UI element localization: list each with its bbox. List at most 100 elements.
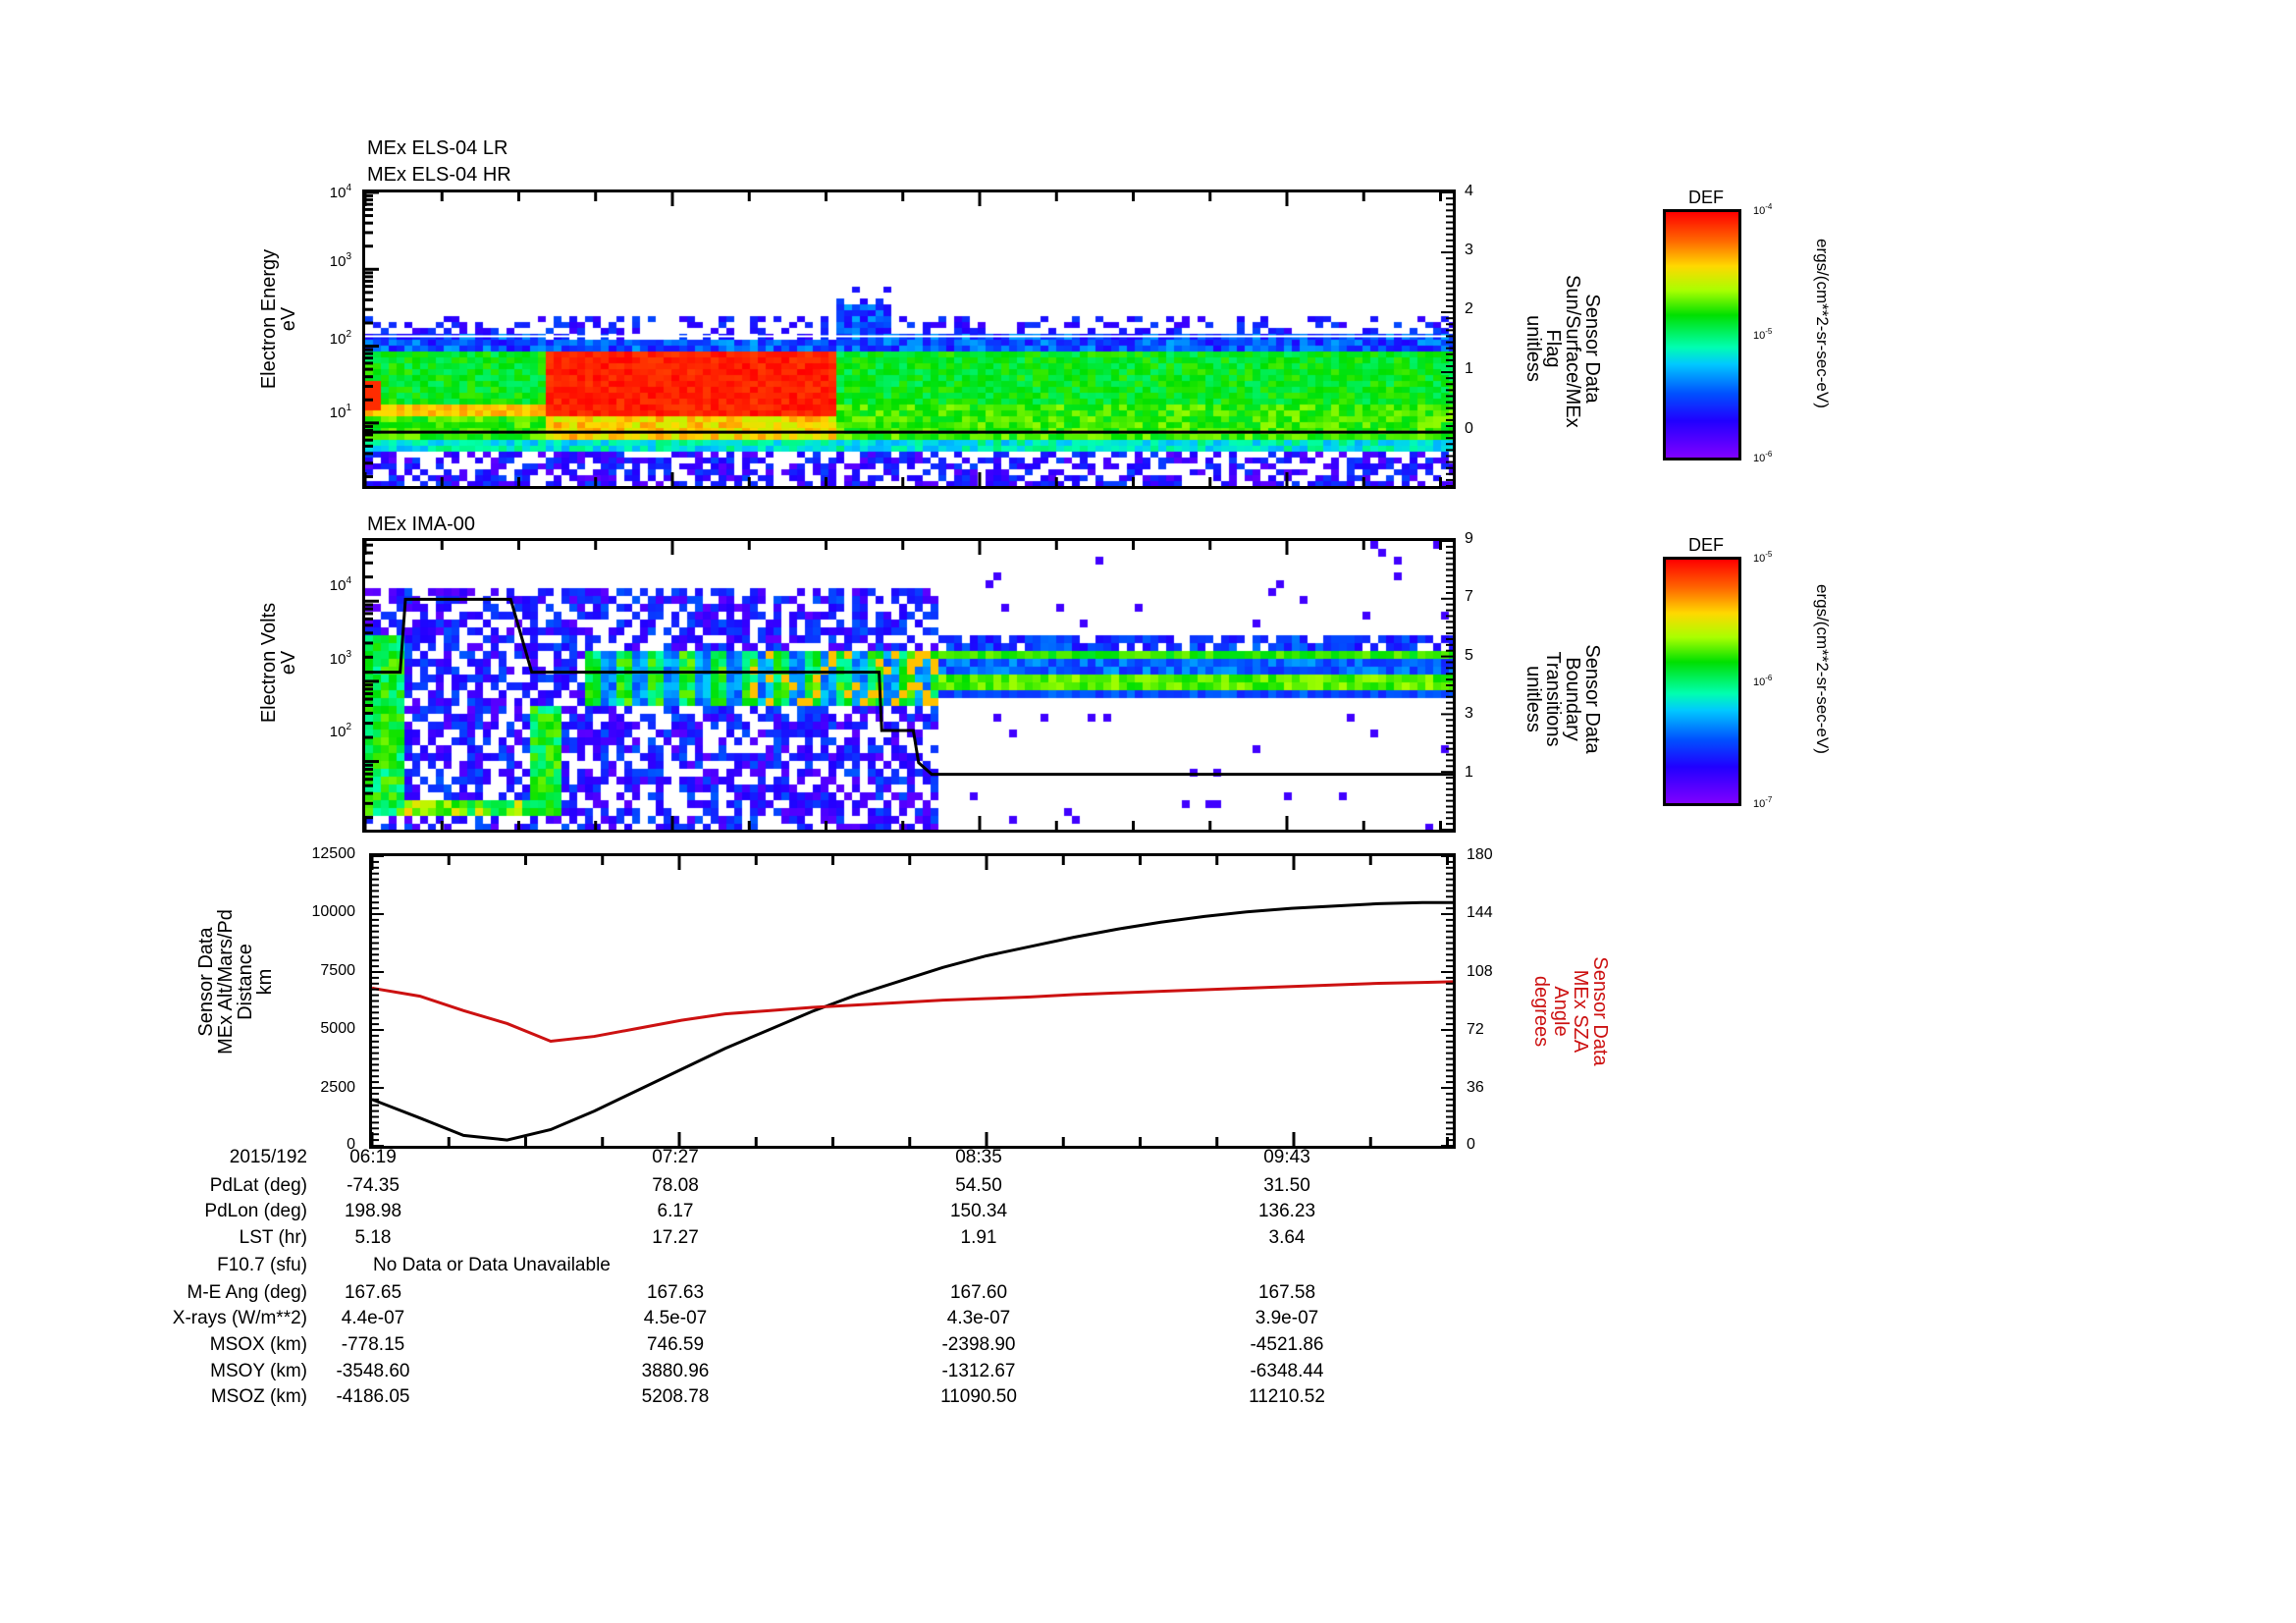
els-axis-ticks — [365, 192, 1453, 486]
table-cell: -778.15 — [341, 1334, 405, 1355]
els-spectrogram-plot — [362, 189, 1456, 489]
table-row-label: X-rays (W/m**2) — [172, 1308, 307, 1328]
els-y-axis-label: Electron Energy eV — [258, 248, 299, 390]
ima-y-axis-label: Electron Volts eV — [258, 602, 299, 724]
panel1-title-line2: MEx ELS-04 HR — [367, 164, 511, 186]
ima-spectrogram-canvas — [365, 541, 1453, 830]
colorbar2-top-tick: 10-5 — [1753, 550, 1773, 565]
colorbar1-mid-tick: 10-5 — [1753, 327, 1773, 342]
table-cell: -2398.90 — [941, 1334, 1016, 1355]
table-cell: 4.3e-07 — [946, 1308, 1011, 1328]
table-cell: 167.63 — [646, 1282, 705, 1303]
colorbar1-top-tick: 10-4 — [1753, 202, 1773, 217]
colorbar1-gradient — [1663, 209, 1741, 460]
altitude-sza-lines — [372, 856, 1453, 1146]
els-rtick-4: 4 — [1465, 183, 1473, 199]
panel1-title-line1: MEx ELS-04 LR — [367, 137, 508, 159]
table-date-label: 2015/192 — [229, 1147, 307, 1167]
table-cell: -3548.60 — [336, 1361, 410, 1381]
table-cell: 4.4e-07 — [341, 1308, 405, 1328]
altitude-sza-line-plot — [369, 853, 1456, 1149]
table-cell: 11210.52 — [1249, 1386, 1325, 1407]
table-row-label: LST (hr) — [239, 1227, 307, 1248]
els-rtick-1: 1 — [1465, 360, 1473, 377]
colorbar2-bottom-tick: 10-7 — [1753, 795, 1773, 810]
table-cell: 54.50 — [955, 1175, 1002, 1196]
alt-ytick-10000: 10000 — [311, 903, 356, 920]
table-cell: 167.58 — [1257, 1282, 1316, 1303]
colorbar2-units: ergs/(cm**2-sr-sec-eV) — [1813, 584, 1832, 754]
table-cell: 167.65 — [344, 1282, 402, 1303]
alt-ytick-7500: 7500 — [320, 962, 355, 979]
sza-rtick-72: 72 — [1467, 1021, 1484, 1038]
ima-rtick-3: 3 — [1465, 705, 1473, 722]
els-right-axis-label: Sensor Data Sun/Surface/MEx Flag unitles… — [1522, 275, 1603, 428]
table-cell: -4186.05 — [336, 1386, 410, 1407]
table-cell-unavailable: No Data or Data Unavailable — [373, 1255, 611, 1275]
table-cell: 3.9e-07 — [1255, 1308, 1319, 1328]
table-cell: 150.34 — [949, 1201, 1008, 1221]
table-cell: 17.27 — [652, 1227, 699, 1248]
els-ytick-1e1: 101 — [329, 403, 351, 421]
table-cell: -4521.86 — [1250, 1334, 1324, 1355]
table-cell: 136.23 — [1257, 1201, 1316, 1221]
alt-ytick-0: 0 — [347, 1136, 355, 1153]
table-row-label: MSOY (km) — [210, 1361, 307, 1381]
table-row-label: PdLat (deg) — [209, 1175, 307, 1196]
table-cell: 167.60 — [949, 1282, 1008, 1303]
ima-axis-ticks — [365, 541, 1453, 830]
table-cell: 3.64 — [1268, 1227, 1306, 1248]
table-cell: 198.98 — [344, 1201, 402, 1221]
time-label-0: 06:19 — [349, 1147, 397, 1167]
table-cell: 5208.78 — [641, 1386, 710, 1407]
alt-ytick-12500: 12500 — [311, 845, 356, 862]
table-cell: 31.50 — [1263, 1175, 1310, 1196]
table-cell: 5.18 — [354, 1227, 392, 1248]
els-rtick-2: 2 — [1465, 300, 1473, 317]
colorbar1-units: ergs/(cm**2-sr-sec-eV) — [1813, 239, 1832, 408]
ima-ytick-1e3: 103 — [329, 649, 351, 668]
ima-ytick-1e2: 102 — [329, 722, 351, 740]
colorbar2-mid-tick: 10-6 — [1753, 674, 1773, 688]
alt-ytick-2500: 2500 — [320, 1079, 355, 1096]
sza-rtick-144: 144 — [1467, 904, 1493, 921]
table-row-label: MSOZ (km) — [210, 1386, 307, 1407]
ima-rtick-9: 9 — [1465, 530, 1473, 547]
colorbar2-title: DEF — [1688, 535, 1724, 555]
table-cell: -74.35 — [347, 1175, 400, 1196]
colorbar1-title: DEF — [1688, 188, 1724, 207]
els-ytick-1e4: 104 — [329, 183, 351, 201]
els-ytick-1e3: 103 — [329, 251, 351, 270]
sza-right-axis-label: Sensor Data MEx SZA Angle degrees — [1530, 956, 1611, 1066]
alt-y-axis-label: Sensor Data MEx Alt/Mars/Pd Distance km — [195, 909, 276, 1055]
ima-ytick-1e4: 104 — [329, 575, 351, 594]
table-row-label: F10.7 (sfu) — [217, 1255, 307, 1275]
table-row-label: MSOX (km) — [209, 1334, 307, 1355]
els-rtick-0: 0 — [1465, 420, 1473, 437]
table-cell: 1.91 — [960, 1227, 997, 1248]
colorbar1-bottom-tick: 10-6 — [1753, 450, 1773, 464]
ima-spectrogram-plot — [362, 538, 1456, 833]
table-cell: 746.59 — [646, 1334, 705, 1355]
time-label-2: 08:35 — [955, 1147, 1002, 1167]
sza-rtick-180: 180 — [1467, 846, 1493, 863]
panel2-title: MEx IMA-00 — [367, 514, 476, 535]
table-row-label: M-E Ang (deg) — [187, 1282, 308, 1303]
sza-rtick-36: 36 — [1467, 1079, 1484, 1096]
els-spectrogram-canvas — [365, 192, 1453, 486]
sza-rtick-0: 0 — [1467, 1136, 1475, 1153]
table-cell: 11090.50 — [940, 1386, 1017, 1407]
alt-ytick-5000: 5000 — [320, 1020, 355, 1037]
sza-rtick-108: 108 — [1467, 963, 1493, 980]
els-rtick-3: 3 — [1465, 242, 1473, 258]
table-cell: -1312.67 — [941, 1361, 1016, 1381]
time-label-1: 07:27 — [652, 1147, 699, 1167]
table-cell: 4.5e-07 — [643, 1308, 708, 1328]
ima-rtick-5: 5 — [1465, 647, 1473, 664]
time-label-3: 09:43 — [1263, 1147, 1310, 1167]
table-row-label: PdLon (deg) — [204, 1201, 307, 1221]
ima-rtick-7: 7 — [1465, 588, 1473, 605]
els-ytick-1e2: 102 — [329, 329, 351, 348]
colorbar2-gradient — [1663, 557, 1741, 806]
ima-right-axis-label: Sensor Data Boundary Transitions unitles… — [1522, 644, 1603, 754]
